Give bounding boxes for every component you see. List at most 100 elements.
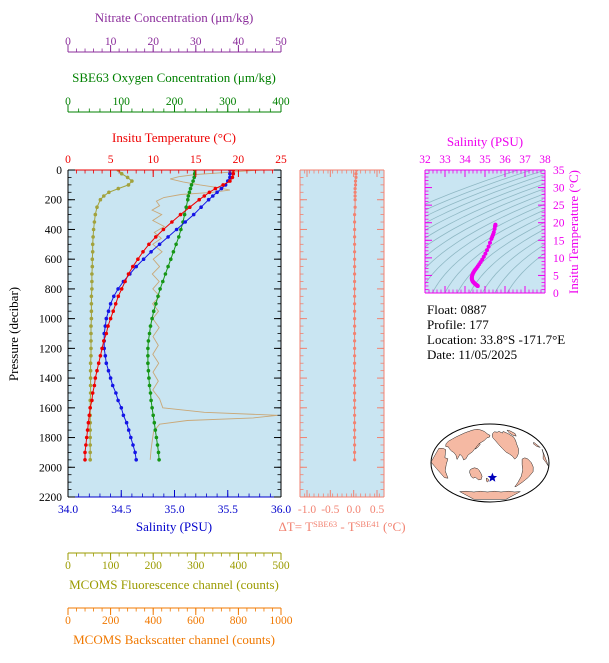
main-profile-plot: 0 5 10 15 20 25 34.0 34.5 35.0 35.5 36.0 0 200 400 600… bbox=[39, 154, 291, 516]
fluorescence-curve bbox=[88, 170, 134, 462]
svg-text:1800: 1800 bbox=[39, 433, 62, 445]
nitrate-axis: 0 10 20 30 40 50 bbox=[65, 36, 287, 53]
svg-text:0: 0 bbox=[65, 560, 71, 572]
float-info: Float: 0887 Profile: 177 Location: 33.8°… bbox=[427, 302, 565, 362]
pressure-axis-left: 0 200 400 600 800 1000 1200 1400 1600 1800 2000 220… bbox=[39, 165, 75, 504]
temperature-axis-title: Insitu Temperature (°C) bbox=[112, 130, 236, 145]
delta-t-curve bbox=[353, 170, 359, 462]
backscatter-curve bbox=[149, 170, 278, 460]
pressure-axis-right bbox=[274, 169, 282, 498]
backscatter-axis-title: MCOMS Backscatter channel (counts) bbox=[73, 632, 275, 647]
ts-bottom-frame bbox=[424, 286, 546, 294]
density-contours bbox=[425, 170, 545, 293]
svg-text:0: 0 bbox=[553, 288, 559, 300]
svg-text:10: 10 bbox=[147, 154, 159, 166]
svg-text:400: 400 bbox=[230, 560, 248, 572]
world-map bbox=[430, 423, 550, 503]
svg-text:34.0: 34.0 bbox=[58, 504, 78, 516]
svg-text:20: 20 bbox=[147, 36, 159, 48]
svg-text:500: 500 bbox=[272, 560, 290, 572]
delta-t-axis-top bbox=[299, 169, 385, 177]
svg-text:0: 0 bbox=[56, 165, 62, 177]
top-axes: 0 10 20 30 40 50 0 100 200 300 400 bbox=[65, 36, 290, 113]
fluorescence-axis-title: MCOMS Fluorescence channel (counts) bbox=[69, 577, 279, 592]
svg-text:1000: 1000 bbox=[39, 314, 62, 326]
ts-temperature-axis: 0 5 10 15 20 25 30 35 bbox=[538, 165, 565, 300]
bottom-axes: 0 100 200 300 400 500 0 200 400 600 800 1000 bbox=[65, 552, 293, 627]
delta-t-axis-bottom: -1.0 -0.5 0.0 0.5 bbox=[298, 490, 384, 516]
delta-t-axis-title: ΔT= TSBE63 - TSBE41 (°C) bbox=[278, 519, 405, 534]
float-id-line: Float: 0887 bbox=[427, 302, 487, 317]
svg-text:200: 200 bbox=[102, 615, 120, 627]
svg-text:25: 25 bbox=[275, 154, 287, 166]
svg-text:10: 10 bbox=[105, 36, 117, 48]
svg-text:0: 0 bbox=[65, 36, 71, 48]
svg-text:32: 32 bbox=[419, 154, 431, 166]
oxygen-axis-title: SBE63 Oxygen Concentration (μm/kg) bbox=[72, 70, 276, 85]
svg-text:100: 100 bbox=[102, 560, 120, 572]
svg-text:36.0: 36.0 bbox=[271, 504, 291, 516]
svg-text:-0.5: -0.5 bbox=[321, 504, 339, 516]
svg-text:0.0: 0.0 bbox=[346, 504, 361, 516]
svg-text:300: 300 bbox=[187, 560, 205, 572]
svg-text:2000: 2000 bbox=[39, 462, 62, 474]
ts-curve bbox=[469, 222, 498, 288]
nitrate-axis-title: Nitrate Concentration (μm/kg) bbox=[95, 10, 254, 25]
svg-text:5: 5 bbox=[553, 270, 559, 282]
svg-text:600: 600 bbox=[187, 615, 205, 627]
ts-diagram: 32 33 34 35 36 37 38 0 5 10 15 20 25 30 35 bbox=[419, 154, 565, 300]
svg-text:400: 400 bbox=[272, 96, 290, 108]
svg-text:800: 800 bbox=[230, 615, 248, 627]
continents bbox=[431, 428, 549, 500]
fluorescence-axis: 0 100 200 300 400 500 bbox=[65, 552, 290, 572]
profile-number-line: Profile: 177 bbox=[427, 317, 489, 332]
delta-t-left-frame bbox=[299, 169, 307, 498]
svg-text:20: 20 bbox=[553, 218, 565, 230]
svg-text:0: 0 bbox=[65, 615, 71, 627]
svg-text:10: 10 bbox=[553, 253, 565, 265]
svg-text:1000: 1000 bbox=[270, 615, 293, 627]
svg-text:38: 38 bbox=[539, 154, 551, 166]
svg-text:34: 34 bbox=[459, 154, 471, 166]
axis-titles: Nitrate Concentration (μm/kg) SBE63 Oxyg… bbox=[6, 10, 581, 647]
ts-salinity-axis-title: Salinity (PSU) bbox=[447, 134, 523, 149]
svg-text:34.5: 34.5 bbox=[111, 504, 131, 516]
svg-text:30: 30 bbox=[190, 36, 202, 48]
salinity-axis-title: Salinity (PSU) bbox=[136, 519, 212, 534]
svg-text:35.0: 35.0 bbox=[164, 504, 184, 516]
svg-text:800: 800 bbox=[45, 284, 63, 296]
svg-text:200: 200 bbox=[166, 96, 184, 108]
svg-text:40: 40 bbox=[233, 36, 245, 48]
svg-text:33: 33 bbox=[439, 154, 451, 166]
svg-text:1600: 1600 bbox=[39, 403, 62, 415]
svg-text:400: 400 bbox=[145, 615, 163, 627]
svg-text:35: 35 bbox=[479, 154, 491, 166]
svg-text:0: 0 bbox=[65, 154, 71, 166]
svg-text:2200: 2200 bbox=[39, 492, 62, 504]
svg-text:25: 25 bbox=[553, 200, 565, 212]
main-salinity-axis: 34.0 34.5 35.0 35.5 36.0 bbox=[58, 490, 291, 516]
svg-text:1400: 1400 bbox=[39, 373, 62, 385]
svg-text:35: 35 bbox=[553, 165, 565, 177]
svg-text:1200: 1200 bbox=[39, 343, 62, 355]
temperature-curve bbox=[83, 170, 236, 462]
svg-text:50: 50 bbox=[275, 36, 287, 48]
oxygen-axis: 0 100 200 300 400 bbox=[65, 96, 290, 113]
svg-text:37: 37 bbox=[519, 154, 531, 166]
svg-text:20: 20 bbox=[233, 154, 245, 166]
date-line: Date: 11/05/2025 bbox=[427, 347, 517, 362]
svg-text:15: 15 bbox=[190, 154, 202, 166]
svg-text:400: 400 bbox=[45, 224, 63, 236]
svg-text:300: 300 bbox=[219, 96, 237, 108]
svg-text:30: 30 bbox=[553, 183, 565, 195]
delta-t-panel: -1.0 -0.5 0.0 0.5 bbox=[298, 169, 385, 516]
location-line: Location: 33.8°S -171.7°E bbox=[427, 332, 565, 347]
svg-text:100: 100 bbox=[113, 96, 131, 108]
svg-text:15: 15 bbox=[553, 235, 565, 247]
backscatter-axis: 0 200 400 600 800 1000 bbox=[65, 607, 293, 627]
svg-text:35.5: 35.5 bbox=[218, 504, 238, 516]
svg-text:200: 200 bbox=[145, 560, 163, 572]
float-location-star-icon bbox=[487, 472, 498, 482]
